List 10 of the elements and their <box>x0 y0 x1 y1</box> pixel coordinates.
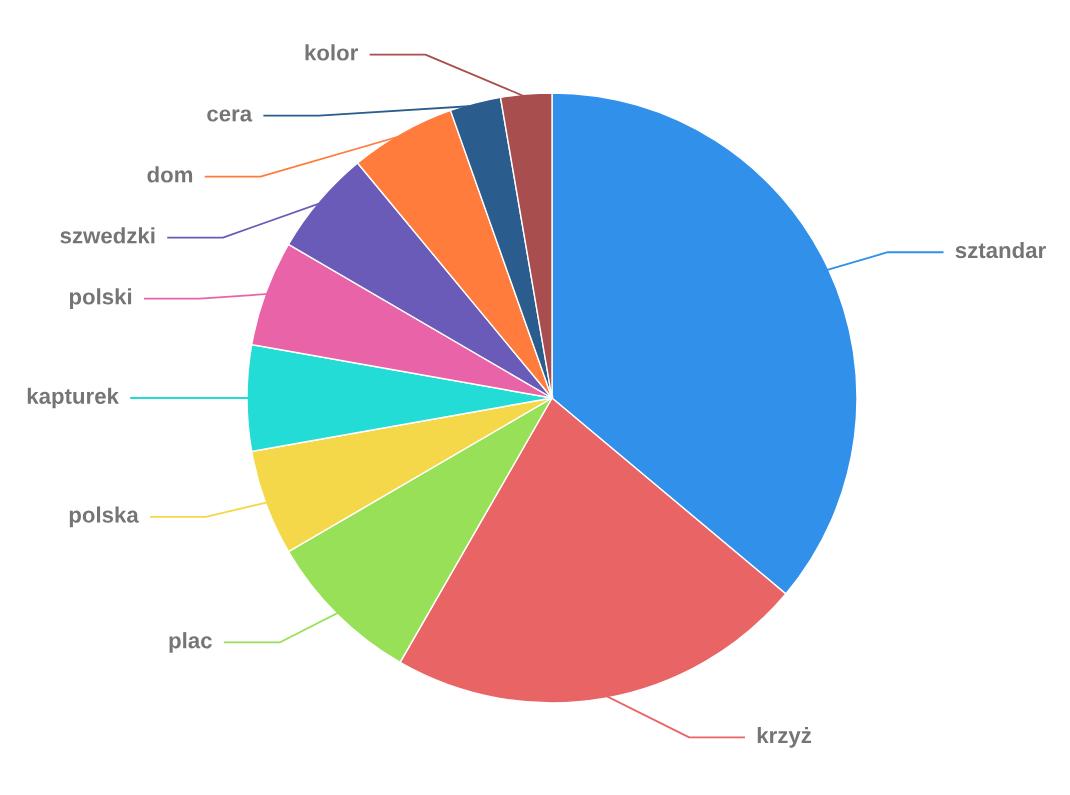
slice-label: plac <box>169 632 212 653</box>
slice-label: sztandar <box>955 241 1046 259</box>
slice-label: dom <box>147 166 193 183</box>
slice-label: szwedzki <box>60 227 155 244</box>
slice-label: kolor <box>305 44 358 61</box>
slice-label: polska <box>69 506 139 528</box>
slice-label: cera <box>207 109 253 122</box>
slice-label: krzyż <box>757 726 812 748</box>
slice-label: polski <box>69 288 132 309</box>
slice-label: kapturek <box>27 387 119 409</box>
